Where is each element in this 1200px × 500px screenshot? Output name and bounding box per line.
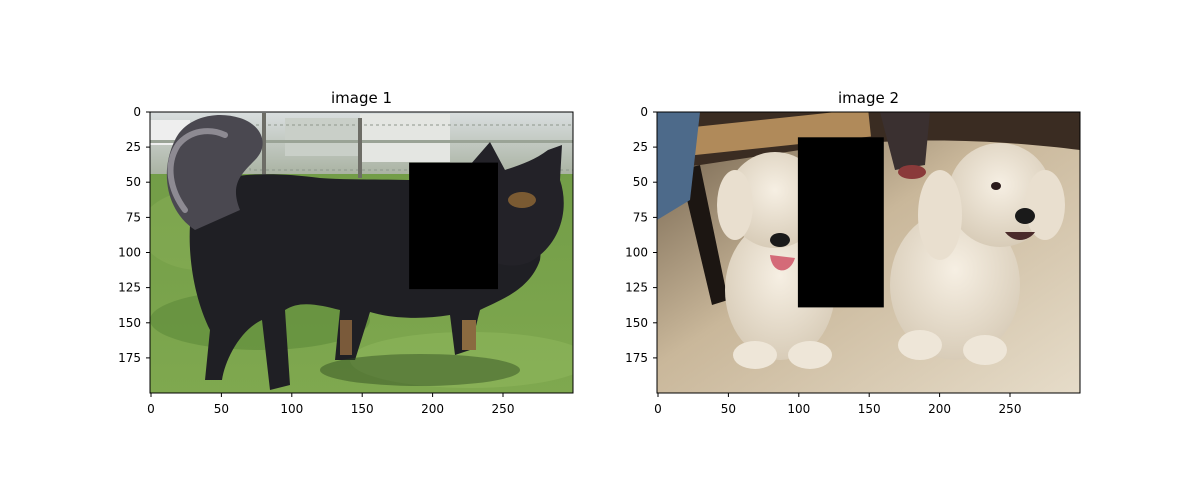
panel-2-y-tick-label: 100 xyxy=(625,246,648,260)
panel-2: image 2 xyxy=(625,89,1081,416)
panel-2-y-axis: 0 25 50 75 100 125 150 175 xyxy=(625,105,657,365)
dog-white-right xyxy=(890,143,1065,365)
panel-2-title: image 2 xyxy=(838,89,899,107)
panel-1-y-tick-label: 75 xyxy=(126,210,141,224)
panel-1-x-tick-label: 200 xyxy=(421,402,444,416)
panel-2-x-tick-label: 250 xyxy=(999,402,1022,416)
panel-2-y-tick-label: 50 xyxy=(633,175,648,189)
panel-1-x-tick-label: 250 xyxy=(492,402,515,416)
panel-1-y-tick-label: 0 xyxy=(133,105,141,119)
panel-1-x-tick-label: 50 xyxy=(214,402,229,416)
panel-1-y-tick-label: 175 xyxy=(118,351,141,365)
panel-1-x-tick-label: 0 xyxy=(147,402,155,416)
panel-1-x-tick-label: 100 xyxy=(280,402,303,416)
panel-2-y-tick-label: 150 xyxy=(625,316,648,330)
panel-1-photo xyxy=(150,112,573,393)
panel-2-x-tick-label: 100 xyxy=(787,402,810,416)
panel-2-y-tick-label: 25 xyxy=(633,140,648,154)
panel-1-y-tick-label: 125 xyxy=(118,281,141,295)
panel-2-x-axis: 0 50 100 150 200 250 xyxy=(654,393,1021,416)
panel-1: image 1 xyxy=(118,89,574,416)
panel-2-y-tick-label: 0 xyxy=(640,105,648,119)
panel-1-x-axis: 0 50 100 150 200 250 xyxy=(147,393,514,416)
panel-1-y-tick-label: 25 xyxy=(126,140,141,154)
panel-2-x-tick-label: 0 xyxy=(654,402,662,416)
panel-2-x-tick-label: 50 xyxy=(721,402,736,416)
panel-1-y-tick-label: 150 xyxy=(118,316,141,330)
panel-2-occlusion-box xyxy=(797,137,884,308)
panel-2-x-tick-label: 150 xyxy=(858,402,881,416)
panel-2-y-tick-label: 125 xyxy=(625,281,648,295)
panel-1-y-axis: 0 25 50 75 100 125 150 175 xyxy=(118,105,150,365)
panel-1-y-tick-label: 100 xyxy=(118,246,141,260)
panel-1-x-tick-label: 150 xyxy=(351,402,374,416)
panel-2-x-tick-label: 200 xyxy=(928,402,951,416)
panel-1-occlusion-box xyxy=(409,162,498,290)
panel-2-y-tick-label: 175 xyxy=(625,351,648,365)
panel-1-title: image 1 xyxy=(331,89,392,107)
panel-1-y-tick-label: 50 xyxy=(126,175,141,189)
panel-2-y-tick-label: 75 xyxy=(633,210,648,224)
